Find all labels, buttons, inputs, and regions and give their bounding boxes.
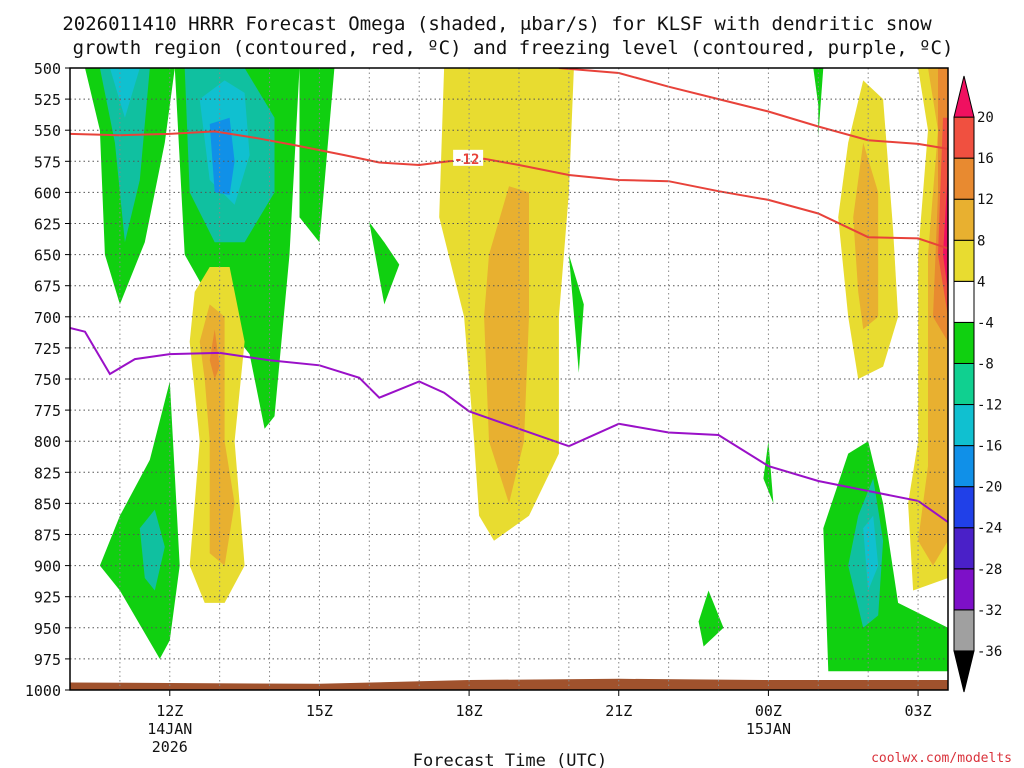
contour-label-bg bbox=[453, 149, 484, 166]
omega-shade-region bbox=[369, 222, 400, 305]
x-tick-label: 21Z bbox=[605, 702, 632, 720]
colorbar-swatch bbox=[953, 321, 975, 364]
x-tick-label: 12Z bbox=[156, 702, 183, 720]
colorbar-swatch bbox=[953, 116, 975, 159]
x-tick-label: 18Z bbox=[456, 702, 483, 720]
x-tick-year: 2026 bbox=[152, 738, 188, 756]
y-tick-label: 1000 bbox=[25, 682, 61, 700]
omega-shade-region bbox=[698, 590, 724, 647]
colorbar-swatch bbox=[953, 650, 975, 693]
colorbar-label: 8 bbox=[977, 233, 985, 249]
colorbar-label: 12 bbox=[977, 192, 994, 208]
y-tick-label: 575 bbox=[34, 153, 61, 171]
y-tick-label: 675 bbox=[34, 278, 61, 296]
y-tick-label: 525 bbox=[34, 91, 61, 109]
colorbar: 20 16 12 8 4 -4 -8 -12 -16 -20 -24 -28 -32 -36 bbox=[953, 75, 1002, 693]
colorbar-swatch bbox=[953, 362, 975, 406]
omega-shade-region bbox=[209, 117, 235, 195]
shading-layer: -12 bbox=[70, 68, 948, 690]
omega-shade-region bbox=[109, 68, 140, 118]
colorbar-swatch bbox=[953, 527, 975, 570]
x-tick-date: 14JAN bbox=[147, 720, 192, 738]
omega-shade-region bbox=[99, 68, 150, 243]
chart-title-line2: growth region (contoured, red, ºC) and f… bbox=[73, 37, 954, 59]
omega-shade-region bbox=[813, 68, 824, 137]
colorbar-label: -36 bbox=[977, 644, 1002, 660]
y-tick-label: 750 bbox=[34, 371, 61, 389]
x-axis-label: Forecast Time (UTC) bbox=[413, 751, 607, 768]
omega-shade-region bbox=[943, 167, 948, 292]
colorbar-swatch bbox=[953, 486, 975, 529]
colorbar-label: -8 bbox=[977, 356, 994, 372]
colorbar-label: 16 bbox=[977, 151, 994, 167]
x-tick-label: 00Z bbox=[755, 702, 782, 720]
x-tick-date: 15JAN bbox=[746, 720, 791, 738]
omega-shade-region bbox=[484, 186, 529, 504]
chart-title-line1: 2026011410 HRRR Forecast Omega (shaded, … bbox=[62, 13, 932, 35]
y-tick-label: 950 bbox=[34, 620, 61, 638]
colorbar-label: -12 bbox=[977, 398, 1002, 414]
y-tick-label: 875 bbox=[34, 527, 61, 545]
colorbar-swatch bbox=[953, 157, 975, 200]
colorbar-swatch bbox=[953, 280, 975, 323]
y-tick-label: 700 bbox=[34, 309, 61, 327]
x-tick-label: 15Z bbox=[306, 702, 333, 720]
y-tick-label: 500 bbox=[34, 60, 61, 78]
y-tick-label: 550 bbox=[34, 122, 61, 140]
y-tick-label: 975 bbox=[34, 651, 61, 669]
y-tick-label: 600 bbox=[34, 184, 61, 202]
y-tick-label: 775 bbox=[34, 402, 61, 420]
credit-text: coolwx.com/modelts bbox=[871, 751, 1012, 766]
freezing-level-contour bbox=[70, 327, 948, 523]
colorbar-swatch bbox=[953, 609, 975, 652]
colorbar-label: -24 bbox=[977, 521, 1002, 537]
colorbar-swatch bbox=[953, 445, 975, 488]
colorbar-swatch bbox=[953, 239, 975, 282]
colorbar-label: -32 bbox=[977, 603, 1002, 619]
colorbar-label: -16 bbox=[977, 439, 1002, 455]
omega-shade-region bbox=[99, 381, 180, 659]
omega-shade-region bbox=[139, 509, 165, 591]
y-tick-label: 650 bbox=[34, 247, 61, 265]
y-tick-label: 800 bbox=[34, 433, 61, 451]
x-tick-label: 03Z bbox=[905, 702, 932, 720]
plot-area: -12 500 525 550 575 600 625 650 675 700 725 750 775 8… bbox=[25, 60, 949, 756]
y-tick-label: 925 bbox=[34, 589, 61, 607]
ground-terrain bbox=[70, 678, 948, 690]
y-tick-label: 625 bbox=[34, 216, 61, 234]
colorbar-label: 4 bbox=[977, 274, 985, 290]
colorbar-label: -28 bbox=[977, 562, 1002, 578]
omega-shade-region bbox=[823, 441, 948, 672]
colorbar-label: 20 bbox=[977, 110, 994, 126]
dendritic-growth-contour bbox=[70, 130, 948, 250]
colorbar-swatch bbox=[953, 75, 975, 118]
colorbar-swatch bbox=[953, 404, 975, 447]
y-tick-label: 900 bbox=[34, 558, 61, 576]
colorbar-label: -4 bbox=[977, 315, 994, 331]
omega-shade-region bbox=[568, 254, 584, 373]
y-tick-label: 725 bbox=[34, 340, 61, 358]
omega-shade-region bbox=[299, 68, 335, 243]
dendritic-growth-contour bbox=[558, 68, 948, 150]
colorbar-label: -20 bbox=[977, 480, 1002, 496]
colorbar-swatch bbox=[953, 198, 975, 241]
y-tick-label: 850 bbox=[34, 495, 61, 513]
contour-label: -12 bbox=[454, 152, 479, 168]
omega-shade-region bbox=[209, 329, 220, 379]
omega-shade-region bbox=[199, 304, 235, 566]
y-tick-label: 825 bbox=[34, 464, 61, 482]
colorbar-swatch bbox=[953, 568, 975, 611]
